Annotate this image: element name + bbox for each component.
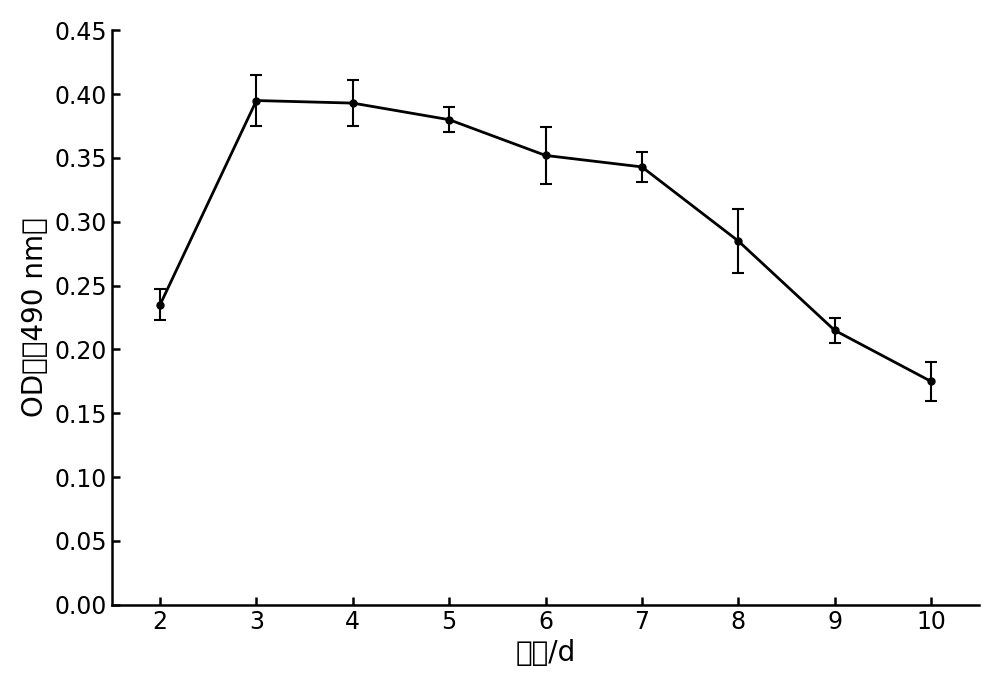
Y-axis label: OD值（490 nm）: OD值（490 nm） (21, 217, 49, 418)
X-axis label: 时间/d: 时间/d (515, 639, 576, 667)
